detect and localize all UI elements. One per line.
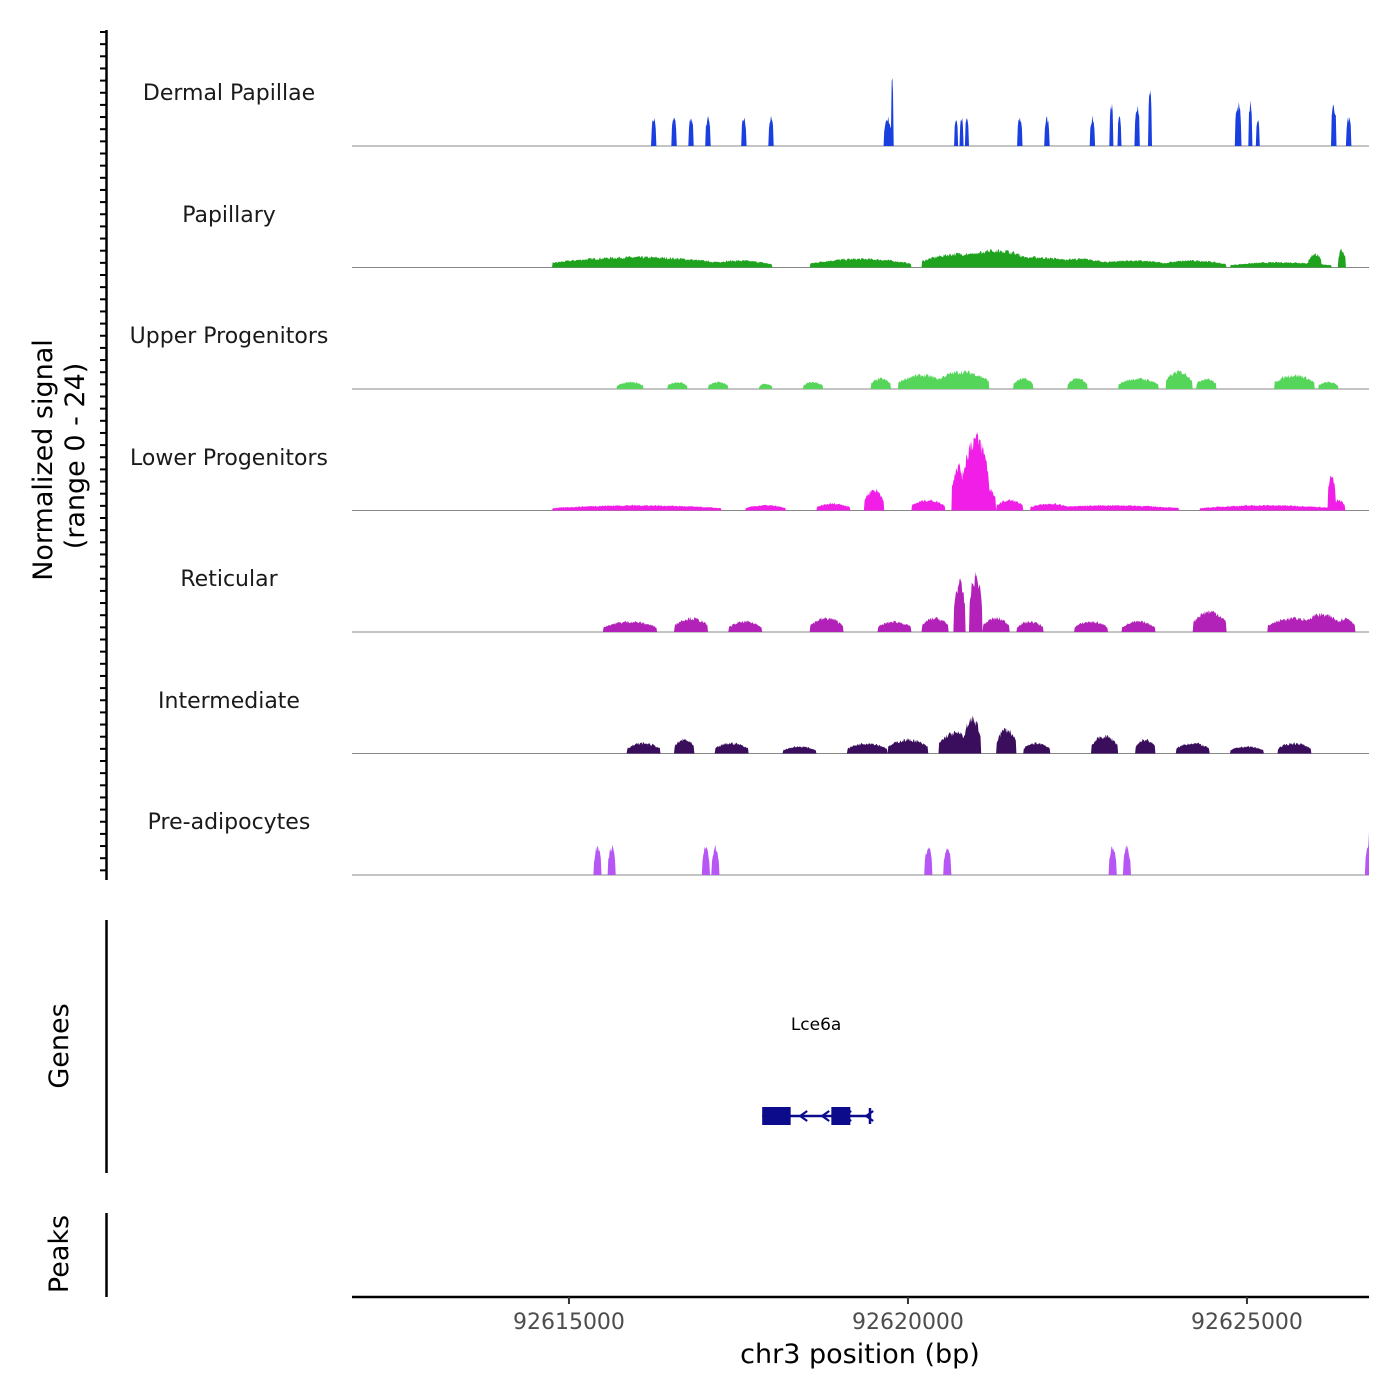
track-label-dermal-papillae: Dermal Papillae: [143, 81, 315, 106]
coverage-area: [352, 832, 1369, 875]
coverage-area: [352, 248, 1369, 268]
track-papillary: [352, 248, 1369, 268]
track-label-lower-progenitors: Lower Progenitors: [130, 446, 328, 471]
strand-arrow: [820, 1110, 830, 1122]
coverage-area: [352, 431, 1369, 511]
track-label-reticular: Reticular: [180, 567, 278, 592]
track-dermal-papillae: [352, 78, 1369, 147]
track-label-pre-adipocytes: Pre-adipocytes: [148, 810, 311, 835]
track-lower-progenitors: [352, 431, 1369, 511]
coverage-area: [352, 369, 1369, 389]
gene-annotation: Lce6a: [762, 1015, 874, 1125]
gene-lce6a: Lce6a: [762, 1015, 874, 1125]
track-upper-progenitors: [352, 369, 1369, 390]
coverage-area: [352, 78, 1369, 146]
track-label-upper-progenitors: Upper Progenitors: [130, 324, 329, 349]
signal-tracks: [352, 78, 1369, 876]
track-label-papillary: Papillary: [182, 203, 276, 228]
signal-y-ticks: [100, 31, 106, 872]
genes-axis-title: Genes: [44, 1003, 75, 1088]
gene-exon: [762, 1107, 791, 1125]
y-axis-title-line1: Normalized signal: [28, 339, 59, 581]
gene-label: Lce6a: [791, 1015, 842, 1035]
track-label-intermediate: Intermediate: [158, 689, 300, 714]
coverage-area: [352, 715, 1369, 754]
track-reticular: [352, 571, 1369, 633]
x-axis-title: chr3 position (bp): [740, 1339, 980, 1370]
x-tick-label: 92615000: [513, 1310, 625, 1335]
x-axis-ticks: 92615000 92620000 92625000: [513, 1297, 1303, 1335]
track-intermediate: [352, 715, 1369, 754]
strand-arrow: [798, 1110, 808, 1122]
gene-exon: [831, 1107, 851, 1125]
track-labels: Dermal Papillae Papillary Upper Progenit…: [130, 81, 329, 835]
y-axis-title-line2: (range 0 - 24): [60, 363, 91, 550]
x-tick-label: 92620000: [852, 1310, 964, 1335]
track-pre-adipocytes: [352, 832, 1369, 876]
peaks-axis-title: Peaks: [44, 1215, 75, 1293]
x-tick-label: 92625000: [1191, 1310, 1303, 1335]
coverage-area: [352, 571, 1369, 632]
